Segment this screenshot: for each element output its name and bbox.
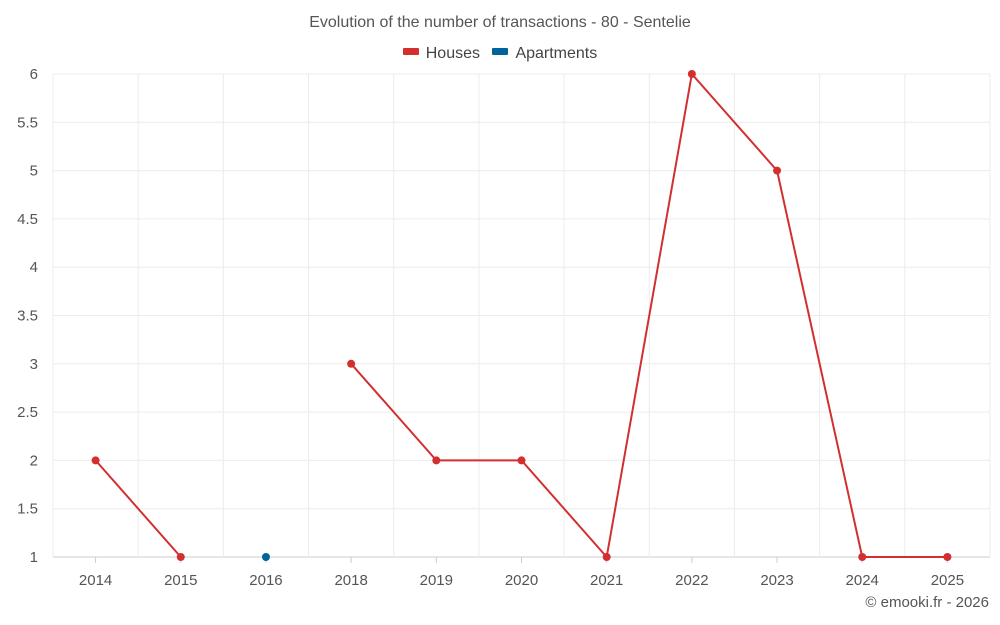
chart-title: Evolution of the number of transactions … (309, 14, 691, 31)
y-tick-label: 3.5 (17, 308, 38, 325)
legend: Houses Apartments (0, 45, 1000, 63)
credit: © emooki.fr - 2026 (865, 594, 989, 611)
data-point-houses (176, 553, 185, 561)
data-point-houses (517, 456, 526, 465)
x-tick-label: 2018 (334, 572, 367, 589)
data-point-houses (432, 456, 441, 465)
y-axis: 1 1.5 2 2.5 3 3.5 4 4.5 5 5.5 6 (17, 66, 38, 566)
x-tick-label: 2021 (590, 572, 623, 589)
data-point-houses (773, 166, 782, 175)
series-lines (94, 73, 948, 558)
x-tick-label: 2014 (79, 572, 112, 589)
y-tick-label: 2.5 (17, 404, 38, 421)
x-tick-label: 2023 (760, 572, 793, 589)
data-point-apartments (261, 553, 270, 561)
y-tick-label: 5 (30, 163, 38, 180)
data-point-houses (858, 553, 867, 561)
series-line-houses (94, 459, 182, 558)
data-point-houses (602, 553, 611, 561)
grid (52, 73, 991, 558)
data-point-houses (943, 553, 952, 561)
legend-label-apartments: Apartments (515, 45, 598, 62)
y-tick-label: 4 (30, 259, 38, 276)
data-point-houses (347, 359, 356, 368)
series-line-houses (350, 73, 948, 558)
y-tick-label: 2 (30, 452, 38, 469)
x-tick-label: 2019 (420, 572, 453, 589)
y-tick-label: 4.5 (17, 211, 38, 228)
series-points (91, 70, 952, 561)
x-tick-label: 2025 (931, 572, 964, 589)
legend-label-houses: Houses (425, 45, 480, 62)
y-tick-label: 6 (30, 66, 38, 83)
legend-item-houses[interactable]: Houses (402, 45, 480, 63)
y-tick-label: 1 (30, 549, 38, 566)
x-tick-label: 2020 (505, 572, 538, 589)
y-tick-label: 3 (30, 356, 38, 373)
data-point-houses (91, 456, 100, 465)
y-tick-label: 1.5 (17, 501, 38, 518)
y-tick-label: 5.5 (17, 114, 38, 131)
legend-swatch-apartments (492, 48, 509, 56)
data-point-houses (687, 70, 696, 78)
x-tick-label: 2015 (164, 572, 197, 589)
legend-item-apartments[interactable]: Apartments (492, 45, 597, 63)
x-tick-label: 2022 (675, 572, 708, 589)
x-axis: 2014 2015 2016 2018 2019 2020 2021 2022 2023 2024… (79, 557, 964, 589)
x-tick-label: 2024 (846, 572, 879, 589)
x-tick-label: 2016 (249, 572, 282, 589)
legend-swatch-houses (402, 48, 419, 56)
